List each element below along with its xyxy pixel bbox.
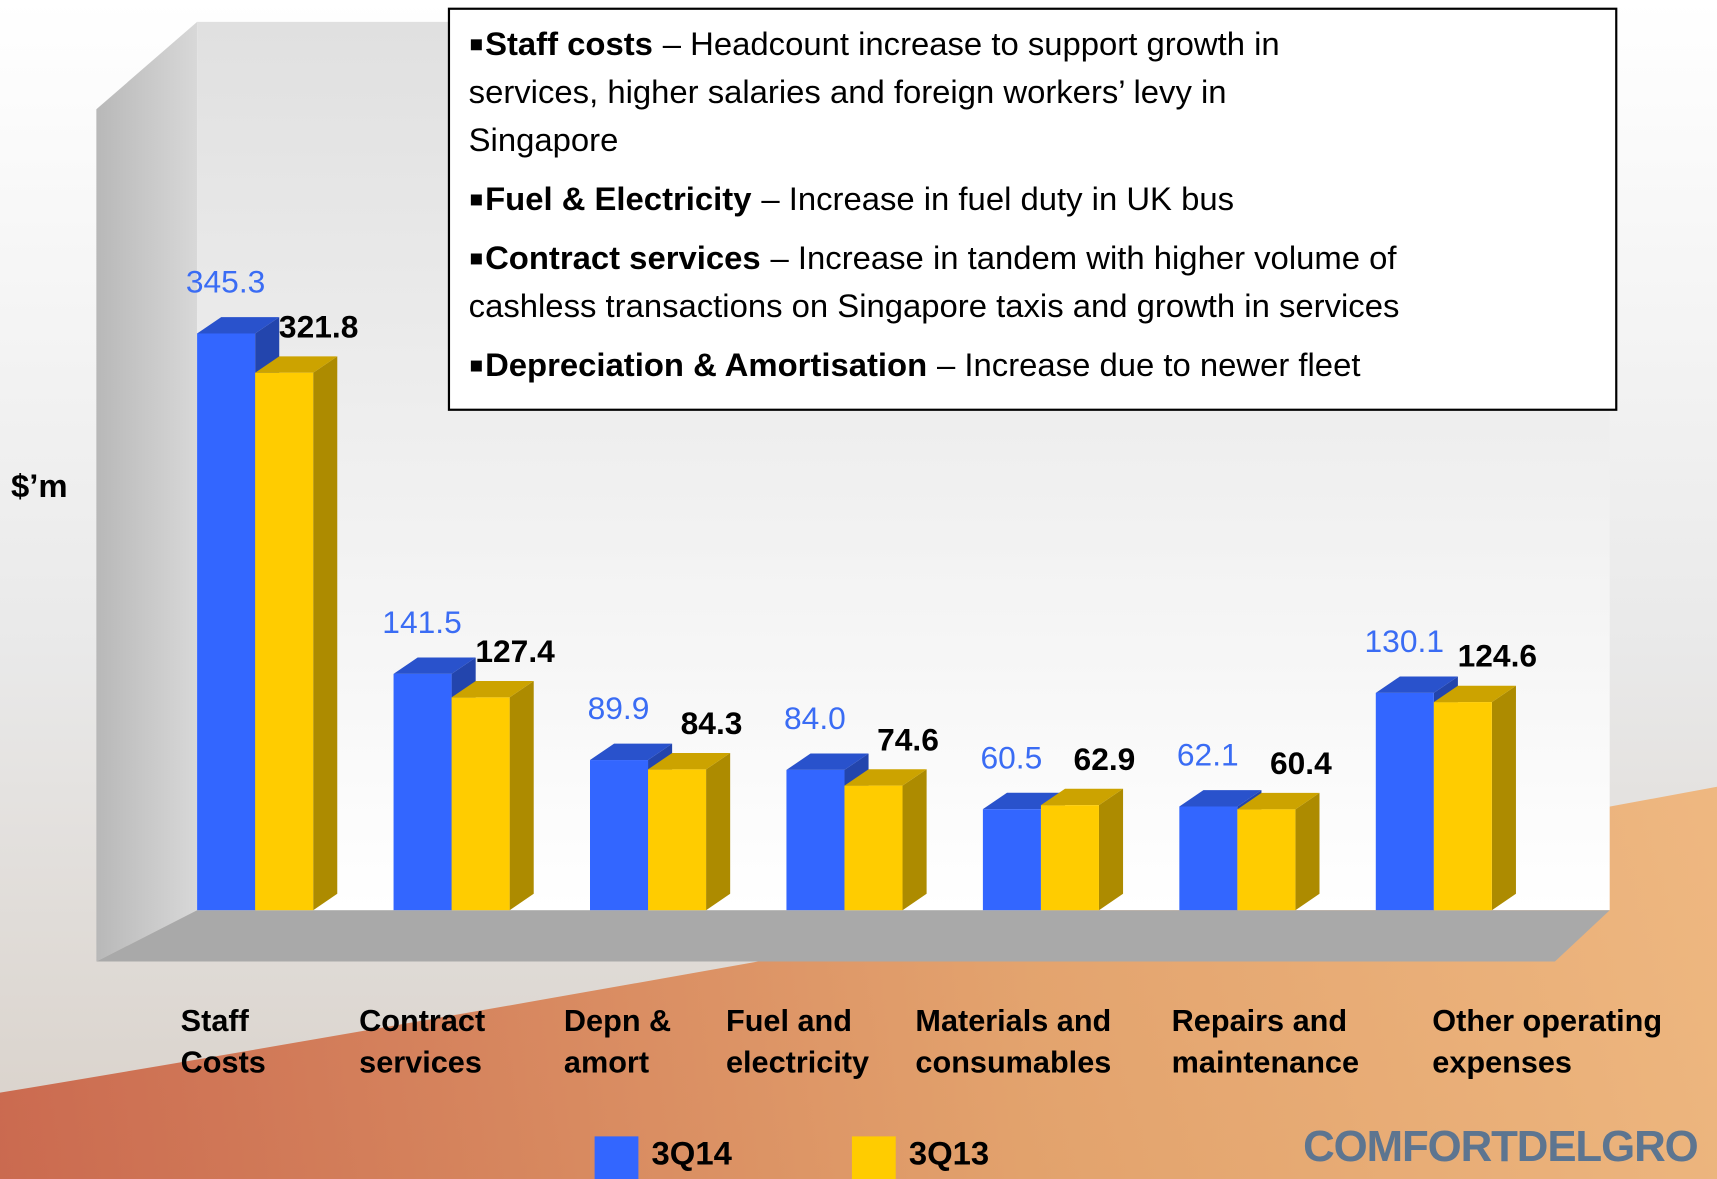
x-tick-label: Depn &	[564, 1004, 671, 1038]
x-tick-label: Other operating	[1432, 1004, 1662, 1038]
bar-side	[313, 356, 338, 911]
bar-side	[1098, 788, 1124, 911]
floor	[96, 910, 1610, 962]
note-text: – Increase due to newer fleet	[937, 346, 1360, 383]
data-label: 74.6	[877, 721, 939, 757]
bar	[1179, 806, 1238, 911]
data-label: 60.4	[1270, 745, 1332, 781]
bar	[1237, 809, 1296, 911]
data-label: 60.5	[980, 739, 1042, 775]
x-tick-label: Repairs and	[1172, 1004, 1347, 1038]
bar	[844, 785, 903, 911]
bar	[982, 809, 1041, 911]
bar	[1433, 702, 1492, 911]
notes-box	[447, 7, 1618, 411]
note-text: – Headcount increase to support growth i…	[663, 25, 1280, 62]
logo: COMFORTDELGRO	[1303, 1122, 1698, 1171]
legend-swatch	[851, 1136, 896, 1179]
bar-side	[1491, 685, 1516, 911]
data-label: 89.9	[588, 690, 650, 726]
bullet	[470, 39, 482, 51]
legend-label: 3Q13	[909, 1135, 989, 1172]
bar-top	[197, 317, 280, 334]
bar-top	[1375, 676, 1458, 693]
x-tick-label: Materials and	[915, 1004, 1111, 1038]
note-term: Depreciation & Amortisation	[485, 346, 927, 383]
note-line: services, higher salaries and foreign wo…	[469, 73, 1227, 110]
note-text: services, higher salaries and foreign wo…	[469, 73, 1227, 110]
x-tick-label: expenses	[1432, 1045, 1572, 1079]
y-axis-label: $’m	[11, 467, 68, 504]
bar-top	[451, 681, 534, 698]
x-tick-label: Costs	[181, 1045, 266, 1079]
x-tick-label: consumables	[915, 1045, 1111, 1079]
bar-top	[589, 743, 673, 761]
bar	[1375, 692, 1434, 911]
bullet	[470, 360, 482, 372]
bar-top	[844, 769, 927, 786]
bar-top	[1040, 788, 1124, 806]
note-line: Contract services – Increase in tandem wi…	[485, 239, 1397, 276]
bar-top	[1433, 685, 1516, 703]
bar-side	[509, 681, 534, 911]
bar	[786, 769, 845, 911]
x-tick-label: services	[359, 1045, 482, 1079]
bar	[648, 769, 707, 911]
legend-label: 3Q14	[652, 1135, 733, 1172]
bar	[393, 673, 452, 911]
note-text: – Increase in fuel duty in UK bus	[761, 180, 1234, 217]
data-label: 345.3	[186, 264, 265, 300]
x-tick-label: electricity	[726, 1045, 869, 1079]
data-label: 84.0	[784, 700, 846, 736]
bar-top	[648, 753, 731, 770]
bar	[197, 333, 256, 911]
data-label: 124.6	[1458, 638, 1537, 674]
note-text: – Increase in tandem with higher volume …	[771, 239, 1398, 276]
bar-top	[786, 753, 869, 770]
bar-side	[1295, 792, 1320, 911]
x-tick-label: maintenance	[1172, 1045, 1359, 1079]
bar-top	[1179, 790, 1262, 807]
note-text: Singapore	[469, 121, 619, 158]
note-term: Fuel & Electricity	[485, 180, 752, 217]
data-label: 62.9	[1074, 741, 1136, 777]
note-text: cashless transactions on Singapore taxis…	[469, 287, 1400, 324]
note-line: cashless transactions on Singapore taxis…	[469, 287, 1400, 324]
bar	[1040, 805, 1099, 911]
note-line: Depreciation & Amortisation – Increase du…	[485, 346, 1360, 383]
note-line: Fuel & Electricity – Increase in fuel dut…	[485, 180, 1234, 217]
bar-side	[902, 769, 927, 911]
note-line: Staff costs – Headcount increase to suppo…	[485, 25, 1280, 62]
left-wall	[96, 21, 198, 962]
data-label: 84.3	[681, 705, 743, 741]
bar-top	[255, 356, 338, 373]
bar	[255, 372, 314, 911]
x-tick-label: Fuel and	[726, 1004, 852, 1038]
x-tick-label: amort	[564, 1045, 649, 1079]
x-tick-label: Contract	[359, 1004, 485, 1038]
data-label: 62.1	[1177, 737, 1239, 773]
bar-side	[706, 753, 731, 911]
bar-top	[393, 657, 476, 674]
data-label: 141.5	[382, 604, 461, 640]
bullet	[470, 194, 482, 206]
bar	[451, 697, 510, 911]
note-term: Contract services	[485, 239, 761, 276]
note-line: Singapore	[469, 121, 619, 158]
data-label: 127.4	[475, 633, 555, 669]
legend-swatch	[594, 1136, 639, 1179]
note-term: Staff costs	[485, 25, 653, 62]
data-label: 130.1	[1365, 623, 1444, 659]
bullet	[470, 253, 482, 265]
bar-top	[1237, 792, 1320, 810]
data-label: 321.8	[279, 308, 358, 344]
bar	[589, 760, 649, 911]
x-tick-label: Staff	[181, 1004, 250, 1038]
